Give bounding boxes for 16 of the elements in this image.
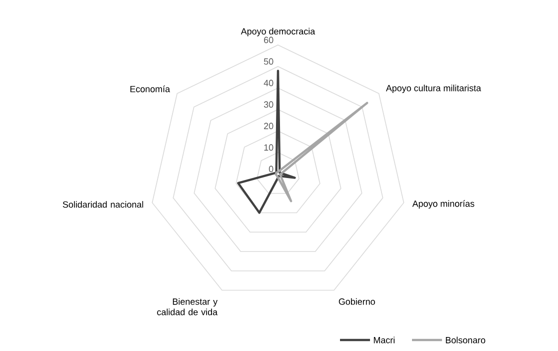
- y-tick-label: 60: [264, 36, 274, 44]
- spoke-label: Apoyo minorías: [412, 200, 474, 209]
- spoke-label: Economía: [130, 86, 170, 92]
- spoke-label: Gobierno: [338, 298, 375, 305]
- spoke-label: Bienestar y calidad de vida: [157, 298, 218, 316]
- legend-label: Bolsonaro: [446, 336, 486, 344]
- y-tick-label: 10: [264, 144, 274, 151]
- y-tick-label: 50: [264, 58, 274, 65]
- y-tick-label: 40: [264, 80, 274, 86]
- spoke-label: Solidaridad nacional: [62, 201, 144, 208]
- y-tick-label: 30: [264, 101, 274, 108]
- spoke-label: Apoyo cultura militarista: [386, 84, 482, 94]
- spoke-label: Apoyo democracia: [240, 28, 316, 36]
- y-tick-label: 20: [264, 122, 274, 130]
- legend-label: Macri: [374, 336, 395, 344]
- y-tick-label: 0: [268, 166, 274, 172]
